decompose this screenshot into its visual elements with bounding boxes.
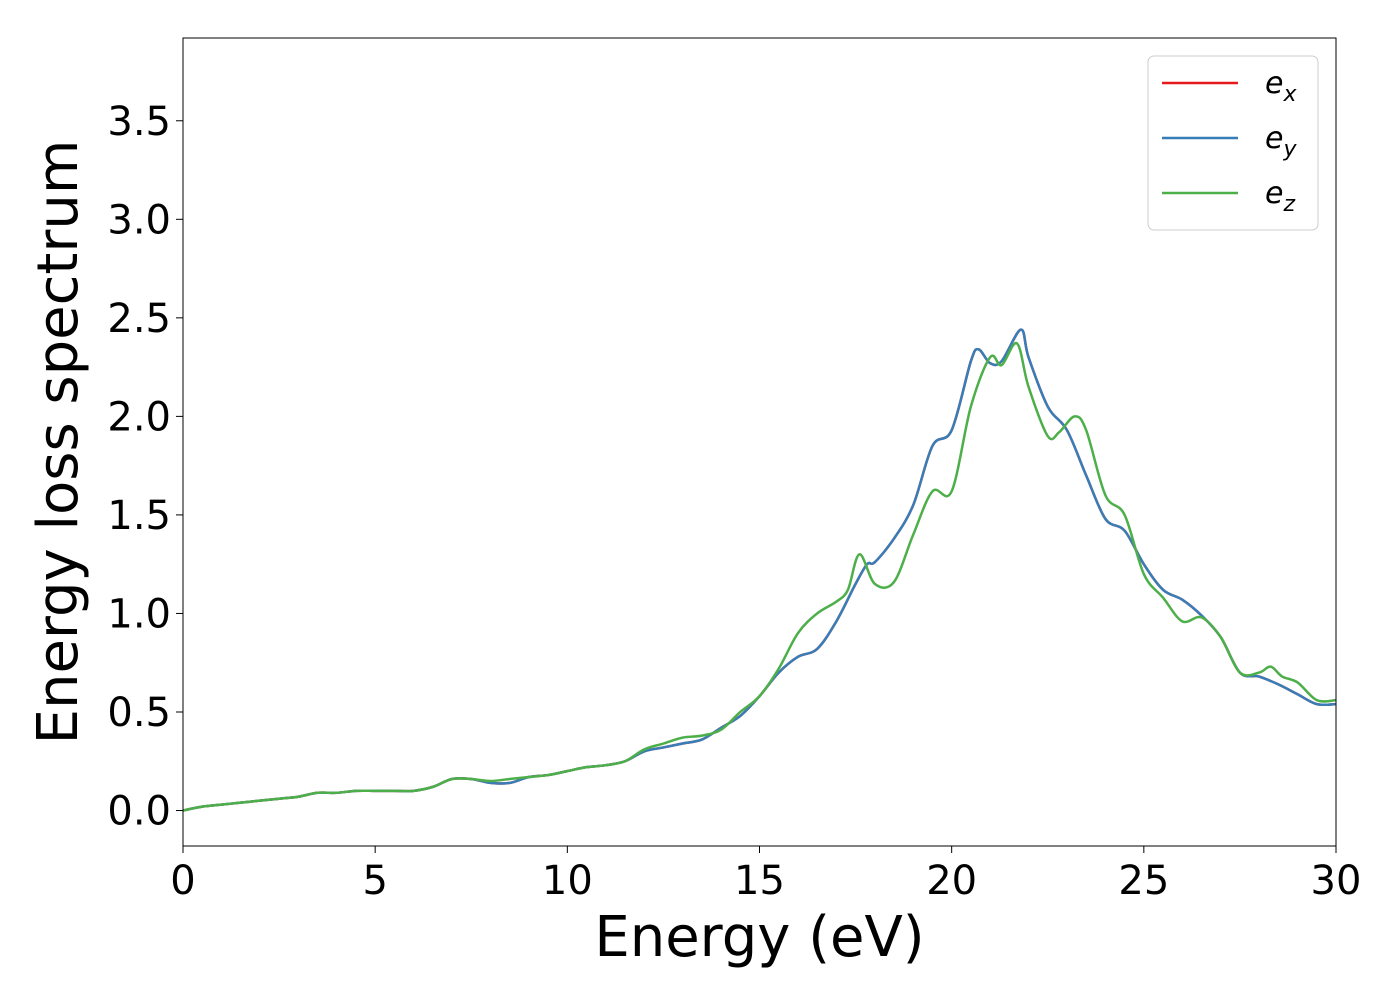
legend-box xyxy=(1147,55,1319,231)
legend-label: ey xyxy=(1265,121,1297,162)
y-axis-label: Energy loss spectrum xyxy=(26,140,91,745)
x-tick-label: 10 xyxy=(542,858,593,904)
legend-entry-ex: ex xyxy=(1162,66,1297,107)
y-tick-label: 3.0 xyxy=(107,197,171,243)
legend-entry-ez: ez xyxy=(1162,176,1295,217)
x-tick-label: 20 xyxy=(926,858,977,904)
y-tick-label: 1.0 xyxy=(107,591,171,637)
y-tick-label: 0.5 xyxy=(107,690,171,736)
x-tick-label: 5 xyxy=(362,858,387,904)
legend-entry-ey: ey xyxy=(1162,121,1297,162)
y-tick-label: 2.5 xyxy=(107,296,171,342)
x-axis: 0 5 10 15 20 25 30 xyxy=(170,846,1361,904)
series-layer xyxy=(183,328,1336,812)
y-tick-label: 0.0 xyxy=(107,789,171,835)
x-tick-label: 15 xyxy=(734,858,785,904)
legend-label: ex xyxy=(1265,66,1297,107)
y-tick-label: 2.0 xyxy=(107,394,171,440)
x-axis-label: Energy (eV) xyxy=(594,905,924,970)
y-tick-label: 1.5 xyxy=(107,493,171,539)
legend-label: ez xyxy=(1265,176,1295,217)
y-tick-label: 3.5 xyxy=(107,99,171,145)
plot-area xyxy=(183,38,1336,846)
y-axis: 0.0 0.5 1.0 1.5 2.0 2.5 3.0 3.5 xyxy=(107,99,183,835)
x-tick-label: 25 xyxy=(1118,858,1169,904)
x-tick-label: 30 xyxy=(1311,858,1362,904)
x-tick-label: 0 xyxy=(170,858,195,904)
legend: ex ey ez xyxy=(1147,55,1319,231)
series-ez-line xyxy=(183,342,1336,812)
